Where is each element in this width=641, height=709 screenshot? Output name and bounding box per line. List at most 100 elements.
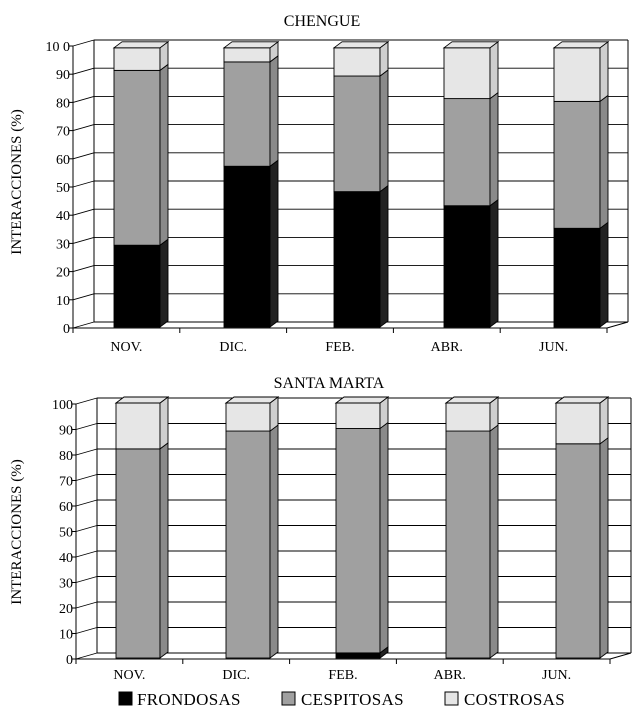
chart-1-bar-side-frondosas (159, 238, 169, 328)
chart-2-y-tick-label: 0 (66, 653, 73, 668)
legend-swatch-costrosas (444, 691, 459, 706)
chart-1-y-tick-label: 30 (56, 237, 70, 252)
chart-1-bar-top (442, 41, 500, 49)
chart-1-bar-costrosas (553, 47, 601, 102)
chart-1-bar-side-cespitosas (489, 91, 499, 207)
chart-2-category-label: ABR. (434, 668, 466, 683)
chart-1-bar-frondosas (443, 205, 491, 328)
chart-2-y-tick-label: 90 (59, 424, 73, 439)
chart-2-bar-side-costrosas (599, 396, 609, 445)
chart-2-bar-costrosas (225, 402, 271, 432)
chart-2-grid-diagonal (75, 423, 98, 430)
chart-1-bar-cespitosas (333, 75, 381, 193)
chart-2-y-tick-label: 30 (59, 577, 73, 592)
chart-1-bar-frondosas (113, 244, 161, 328)
chart-1-bar-cespitosas (443, 98, 491, 207)
legend-swatch-frondosas (118, 691, 133, 706)
chart-1-category-label: JUN. (539, 340, 568, 355)
legend-label-frondosas: FRONDOSAS (137, 690, 241, 709)
chart-2-bar-top (444, 396, 500, 404)
chart-2-bar-top (554, 396, 610, 404)
chart-2-bar-side-cespitosas (159, 441, 169, 659)
chart-1-bar-side-frondosas (599, 221, 609, 328)
chart-2-grid-diagonal (75, 550, 98, 558)
chart-2-grid-diagonal (75, 397, 98, 405)
chart-1-floor-right-edge (606, 321, 629, 329)
chart-2-bar-cespitosas (445, 430, 491, 659)
chart-1-bar-costrosas (333, 47, 381, 77)
legend-label-costrosas: COSTROSAS (464, 690, 565, 709)
chart-1-bar-costrosas (443, 47, 491, 100)
chart-1-y-tick-label: 40 (56, 209, 70, 224)
chart-1-category-label: DIC. (219, 340, 247, 355)
chart-1-title: CHENGUE (284, 13, 360, 30)
chart-2-grid-diagonal (75, 576, 98, 583)
chart-2-bar-top (114, 396, 170, 404)
chart-2-bar-costrosas (335, 402, 381, 429)
chart-1-bar-side-frondosas (489, 198, 499, 328)
chart-1-bar-top (112, 41, 170, 49)
chart-1-y-tick-label: 90 (56, 68, 70, 83)
chart-2-bar-cespitosas (555, 443, 601, 659)
chart-2-grid-diagonal (75, 499, 98, 507)
chart-1-grid-diagonal (72, 293, 95, 301)
chart-2-grid-diagonal (75, 652, 98, 660)
chart-1-grid-diagonal (72, 321, 95, 329)
chart-1-category-label: ABR. (431, 340, 463, 355)
chart-1-bar-frondosas (553, 227, 601, 328)
chart-2-y-tick-label: 40 (59, 551, 73, 566)
chart-1-bar-side-cespitosas (159, 63, 169, 247)
chart-2-y-axis-label: INTERACCIONES (%) (9, 459, 25, 604)
chart-2-bar-costrosas (445, 402, 491, 432)
chart-1-category-label: NOV. (110, 340, 142, 355)
chart-1-grid-diagonal (72, 236, 95, 244)
chart-2-bar-cespitosas (225, 430, 271, 659)
chart-1-bar-side-cespitosas (379, 69, 389, 193)
chart-2-y-tick-label: 80 (59, 449, 73, 464)
chart-2-grid-diagonal (75, 627, 98, 634)
chart-1-y-tick-label: 60 (56, 153, 70, 168)
chart-2-title: SANTA MARTA (274, 375, 385, 392)
chart-2-bar-top (334, 396, 390, 404)
chart-2-y-tick-label: 100 (52, 398, 73, 413)
legend-swatch-cespitosas (281, 691, 296, 706)
chart-1-bar-side-frondosas (379, 184, 389, 328)
chart-1-grid-diagonal (72, 67, 95, 75)
chart-2-category-label: NOV. (113, 668, 145, 683)
chart-1-bar-side-costrosas (599, 40, 609, 103)
chart-2-grid-diagonal (75, 601, 98, 609)
chart-1-bar-side-cespitosas (269, 55, 279, 168)
chart-1-y-tick-label: 20 (56, 266, 70, 281)
chart-1-bar-top (552, 41, 610, 49)
chart-2-y-tick-label: 20 (59, 602, 73, 617)
chart-2-category-label: JUN. (542, 668, 571, 683)
chart-1-bar-side-cespitosas (599, 94, 609, 230)
chart-1-bar-side-costrosas (489, 40, 499, 100)
chart-2-bar-top (224, 396, 280, 404)
chart-1-bar-cespitosas (223, 61, 271, 167)
chart-2-bar-side-cespitosas (269, 424, 279, 659)
legend-label-cespitosas: CESPITOSAS (301, 690, 404, 709)
chart-1-grid-diagonal (72, 152, 95, 160)
chart-2-bar-cespitosas (115, 448, 161, 659)
chart-2-bar-side-cespitosas (489, 424, 499, 659)
chart-1-bar-costrosas (113, 47, 161, 71)
chart-2-bar-side-cespitosas (379, 421, 389, 654)
chart-2-floor-right-edge (609, 652, 632, 660)
chart-2-y-tick-label: 50 (59, 526, 73, 541)
chart-2-y-tick-label: 70 (59, 475, 73, 490)
chart-2-bar-cespitosas (335, 428, 381, 654)
chart-marks: 0 10 20 30 40 50 60 70 80 90 10 0 NOV. DIC. FEB. ABR. J… (46, 39, 632, 683)
chart-1-grid-diagonal (72, 180, 95, 188)
chart-1-y-tick-label: 80 (56, 96, 70, 111)
chart-2-y-tick-label: 60 (59, 500, 73, 515)
chart-2-bar-costrosas (555, 402, 601, 445)
chart-2-category-label: DIC. (222, 668, 250, 683)
chart-1-grid-diagonal (72, 95, 95, 103)
chart-2-bar-side-costrosas (159, 396, 169, 450)
chart-2-bar-costrosas (115, 402, 161, 450)
legend: FRONDOSAS CESPITOSAS COSTROSAS (118, 690, 565, 709)
chart-1-y-tick-label: 10 (56, 294, 70, 309)
